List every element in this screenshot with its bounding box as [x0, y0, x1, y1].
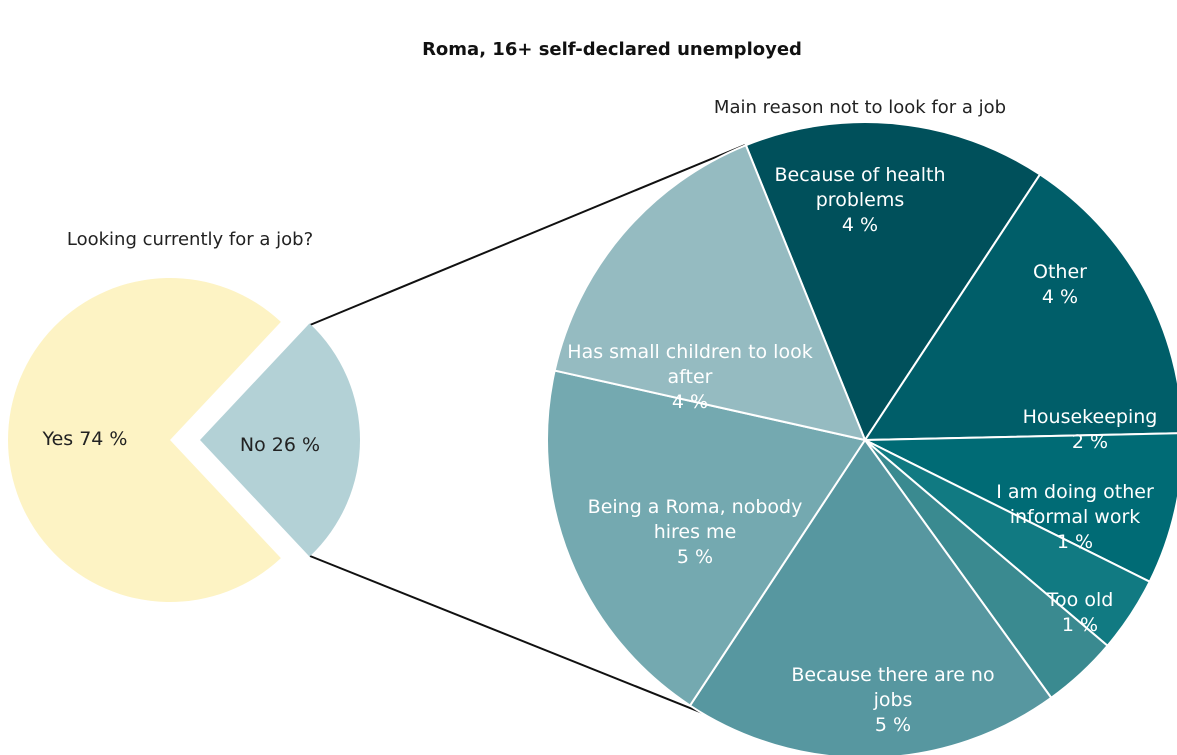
slice-label: No 26 % — [220, 433, 340, 458]
right-pie-title: Main reason not to look for a job — [714, 97, 1006, 118]
value-label: 26 % — [271, 434, 321, 456]
value-label: 4 % — [671, 391, 709, 413]
connector — [309, 144, 746, 326]
pie-slice — [553, 143, 867, 442]
value-label: 4 % — [1041, 286, 1079, 308]
slice-label: Because of health problems 4 % — [750, 163, 970, 238]
pie-slice — [546, 369, 867, 707]
value-label: 5 % — [676, 546, 714, 568]
slice-label: Has small children to look after 4 % — [560, 340, 820, 415]
pie-slice — [688, 438, 1053, 755]
left-pie-title: Looking currently for a job? — [67, 229, 313, 250]
category-label: Yes — [42, 428, 74, 450]
value-label: 74 % — [79, 428, 128, 450]
value-label: 2 % — [1071, 431, 1109, 453]
slice-label: Other 4 % — [1000, 260, 1120, 310]
category-label: I am doing other informal work — [996, 481, 1154, 528]
slice-label: Housekeeping 2 % — [1010, 405, 1170, 455]
value-label: 1 % — [1056, 531, 1094, 553]
value-label: 5 % — [874, 714, 912, 736]
pie-slice — [744, 121, 1042, 443]
pie-slice — [8, 277, 281, 602]
category-label: Has small children to look after — [567, 341, 813, 388]
value-label: 1 % — [1061, 614, 1099, 636]
pie-slice — [200, 323, 360, 557]
slice-label: Because there are no jobs 5 % — [783, 663, 1003, 738]
category-label: Other — [1033, 261, 1087, 283]
pie-slice — [863, 173, 1177, 442]
category-label: Because there are no jobs — [791, 664, 995, 711]
pie-slice — [864, 432, 1177, 584]
connector — [309, 555, 731, 725]
category-label: Being a Roma, nobody hires me — [587, 496, 803, 543]
slice-label: I am doing other informal work 1 % — [990, 480, 1160, 555]
category-label: No — [239, 434, 266, 456]
value-label: 4 % — [841, 214, 879, 236]
chart-title: Roma, 16+ self-declared unemployed — [422, 39, 802, 60]
category-label: Too old — [1046, 589, 1114, 611]
slice-label: Too old 1 % — [1030, 588, 1130, 638]
category-label: Housekeeping — [1022, 406, 1158, 428]
slice-label: Being a Roma, nobody hires me 5 % — [565, 495, 825, 570]
slice-label: Yes 74 % — [15, 427, 155, 452]
category-label: Because of health problems — [774, 164, 946, 211]
